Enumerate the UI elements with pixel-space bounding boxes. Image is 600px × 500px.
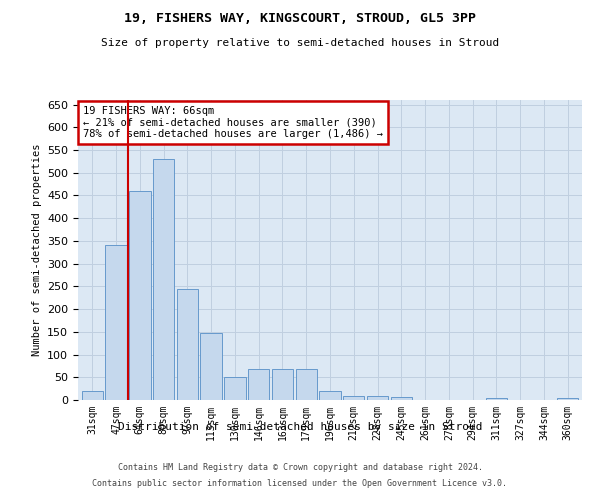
- Bar: [391, 398, 412, 400]
- Text: Size of property relative to semi-detached houses in Stroud: Size of property relative to semi-detach…: [101, 38, 499, 48]
- Text: Contains public sector information licensed under the Open Government Licence v3: Contains public sector information licen…: [92, 478, 508, 488]
- Bar: [176, 288, 198, 400]
- Bar: [296, 369, 317, 400]
- Bar: [343, 396, 364, 400]
- Y-axis label: Number of semi-detached properties: Number of semi-detached properties: [32, 144, 41, 356]
- Bar: [248, 369, 269, 400]
- Bar: [153, 159, 174, 400]
- Text: Distribution of semi-detached houses by size in Stroud: Distribution of semi-detached houses by …: [118, 422, 482, 432]
- Bar: [200, 332, 222, 400]
- Text: 19 FISHERS WAY: 66sqm
← 21% of semi-detached houses are smaller (390)
78% of sem: 19 FISHERS WAY: 66sqm ← 21% of semi-deta…: [83, 106, 383, 139]
- Text: 19, FISHERS WAY, KINGSCOURT, STROUD, GL5 3PP: 19, FISHERS WAY, KINGSCOURT, STROUD, GL5…: [124, 12, 476, 26]
- Bar: [319, 391, 341, 400]
- Bar: [367, 396, 388, 400]
- Bar: [557, 398, 578, 400]
- Bar: [129, 191, 151, 400]
- Bar: [224, 378, 245, 400]
- Text: Contains HM Land Registry data © Crown copyright and database right 2024.: Contains HM Land Registry data © Crown c…: [118, 464, 482, 472]
- Bar: [272, 369, 293, 400]
- Bar: [106, 246, 127, 400]
- Bar: [82, 391, 103, 400]
- Bar: [486, 398, 507, 400]
